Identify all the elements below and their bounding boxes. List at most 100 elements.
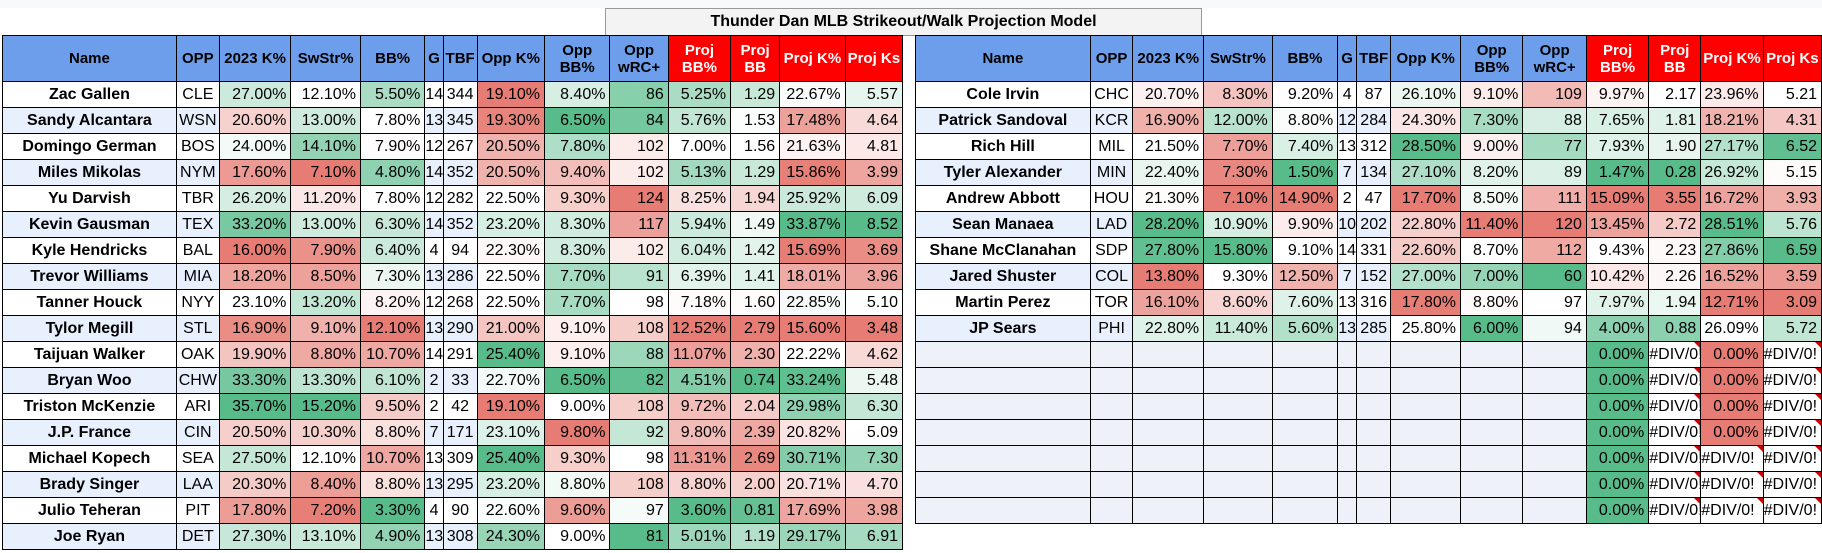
data-cell[interactable]: 8.50%: [1459, 185, 1524, 212]
data-cell[interactable]: [1522, 471, 1587, 498]
data-cell[interactable]: 11.07%: [667, 341, 732, 368]
player-name-cell[interactable]: Jared Shuster: [915, 263, 1091, 290]
data-cell[interactable]: 331: [1355, 237, 1392, 264]
data-cell[interactable]: [1089, 497, 1134, 524]
data-cell[interactable]: [1355, 341, 1392, 368]
column-header[interactable]: OPP: [1089, 35, 1134, 82]
data-cell[interactable]: 8.80%: [290, 341, 361, 368]
column-header[interactable]: Opp K%: [1390, 35, 1461, 82]
data-cell[interactable]: 16.52%: [1700, 263, 1764, 290]
data-cell[interactable]: #DIV/0!: [1762, 445, 1822, 472]
data-cell[interactable]: 23.20%: [476, 471, 545, 498]
data-cell[interactable]: 1.56: [730, 133, 781, 160]
data-cell[interactable]: CIN: [175, 419, 220, 446]
data-cell[interactable]: [1337, 471, 1357, 498]
data-cell[interactable]: 8.80%: [1271, 107, 1339, 134]
data-cell[interactable]: 12.10%: [359, 315, 426, 342]
data-cell[interactable]: 12: [424, 289, 444, 316]
column-header[interactable]: TBF: [442, 35, 478, 82]
data-cell[interactable]: 25.92%: [779, 185, 846, 212]
data-cell[interactable]: [1355, 393, 1392, 420]
data-cell[interactable]: 117: [609, 211, 669, 238]
data-cell[interactable]: 0.00%: [1585, 471, 1650, 498]
data-cell[interactable]: 0.00%: [1585, 497, 1650, 524]
player-name-cell[interactable]: Joe Ryan: [2, 523, 177, 550]
data-cell[interactable]: [1522, 367, 1587, 394]
data-cell[interactable]: 9.90%: [1271, 211, 1339, 238]
column-header[interactable]: Proj Ks: [844, 35, 904, 82]
player-name-cell[interactable]: Tanner Houck: [2, 289, 177, 316]
data-cell[interactable]: 13: [424, 445, 444, 472]
data-cell[interactable]: 3.59: [1762, 263, 1822, 290]
data-cell[interactable]: 7.30%: [1459, 107, 1524, 134]
data-cell[interactable]: 1.53: [730, 107, 781, 134]
column-header[interactable]: 2023 K%: [1132, 35, 1205, 82]
column-header[interactable]: Proj Ks: [1762, 35, 1822, 82]
data-cell[interactable]: 7.30%: [1203, 159, 1273, 186]
data-cell[interactable]: 2.72: [1648, 211, 1702, 238]
data-cell[interactable]: 4.80%: [359, 159, 426, 186]
data-cell[interactable]: 20.30%: [218, 471, 292, 498]
data-cell[interactable]: 102: [609, 133, 669, 160]
data-cell[interactable]: 8.25%: [667, 185, 732, 212]
data-cell[interactable]: 23.10%: [476, 419, 545, 446]
data-cell[interactable]: 84: [609, 107, 669, 134]
data-cell[interactable]: 9.72%: [667, 393, 732, 420]
data-cell[interactable]: 6.39%: [667, 263, 732, 290]
data-cell[interactable]: 22.85%: [779, 289, 846, 316]
data-cell[interactable]: 9.43%: [1585, 237, 1650, 264]
data-cell[interactable]: 9.10%: [1271, 237, 1339, 264]
data-cell[interactable]: 16.90%: [1132, 107, 1205, 134]
data-cell[interactable]: [1271, 419, 1339, 446]
data-cell[interactable]: 97: [1522, 289, 1587, 316]
data-cell[interactable]: 12.10%: [290, 81, 361, 108]
data-cell[interactable]: 33.20%: [218, 211, 292, 238]
data-cell[interactable]: 1.19: [730, 523, 781, 550]
data-cell[interactable]: 9.10%: [290, 315, 361, 342]
data-cell[interactable]: 111: [1522, 185, 1587, 212]
data-cell[interactable]: 77: [1522, 133, 1587, 160]
data-cell[interactable]: 26.09%: [1700, 315, 1764, 342]
data-cell[interactable]: 17.60%: [218, 159, 292, 186]
data-cell[interactable]: [1271, 471, 1339, 498]
data-cell[interactable]: 4.31: [1762, 107, 1822, 134]
data-cell[interactable]: [1203, 471, 1273, 498]
data-cell[interactable]: 152: [1355, 263, 1392, 290]
data-cell[interactable]: 29.98%: [779, 393, 846, 420]
data-cell[interactable]: 17.69%: [779, 497, 846, 524]
data-cell[interactable]: 7.30: [844, 445, 904, 472]
data-cell[interactable]: 3.48: [844, 315, 904, 342]
data-cell[interactable]: 9.50%: [359, 393, 426, 420]
data-cell[interactable]: 12.50%: [1271, 263, 1339, 290]
data-cell[interactable]: [1089, 419, 1134, 446]
data-cell[interactable]: 0.81: [730, 497, 781, 524]
player-name-cell[interactable]: Trevor Williams: [2, 263, 177, 290]
data-cell[interactable]: 18.21%: [1700, 107, 1764, 134]
data-cell[interactable]: 12: [424, 133, 444, 160]
data-cell[interactable]: 4.70: [844, 471, 904, 498]
data-cell[interactable]: 87: [1355, 81, 1392, 108]
data-cell[interactable]: 4.00%: [1585, 315, 1650, 342]
data-cell[interactable]: 20.50%: [218, 419, 292, 446]
data-cell[interactable]: 5.10: [844, 289, 904, 316]
data-cell[interactable]: 344: [442, 81, 478, 108]
data-cell[interactable]: 13.30%: [290, 367, 361, 394]
data-cell[interactable]: #DIV/0!: [1700, 497, 1764, 524]
data-cell[interactable]: 316: [1355, 289, 1392, 316]
data-cell[interactable]: 7.90%: [359, 133, 426, 160]
data-cell[interactable]: MIL: [1089, 133, 1134, 160]
data-cell[interactable]: 28.51%: [1700, 211, 1764, 238]
data-cell[interactable]: 6.09: [844, 185, 904, 212]
data-cell[interactable]: 14: [424, 341, 444, 368]
data-cell[interactable]: 13: [424, 263, 444, 290]
data-cell[interactable]: 8.52: [844, 211, 904, 238]
data-cell[interactable]: #DIV/0!: [1762, 393, 1822, 420]
data-cell[interactable]: 8.60%: [1203, 289, 1273, 316]
data-cell[interactable]: 13.45%: [1585, 211, 1650, 238]
player-name-cell[interactable]: Yu Darvish: [2, 185, 177, 212]
data-cell[interactable]: 12.52%: [667, 315, 732, 342]
data-cell[interactable]: 13: [1337, 315, 1357, 342]
data-cell[interactable]: 1.47%: [1585, 159, 1650, 186]
data-cell[interactable]: 108: [609, 393, 669, 420]
data-cell[interactable]: 5.01%: [667, 523, 732, 550]
